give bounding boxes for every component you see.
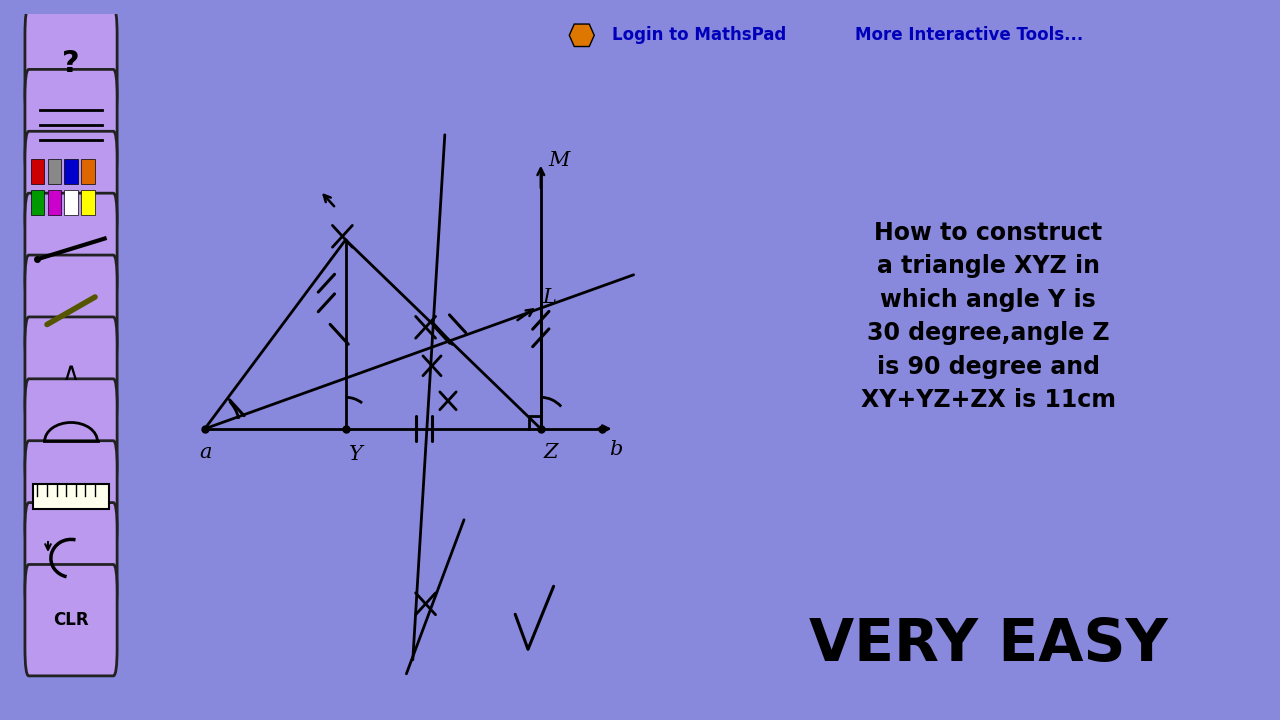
- Bar: [31, 190, 44, 215]
- Text: b: b: [609, 441, 622, 459]
- Bar: [81, 159, 95, 184]
- Text: ∧: ∧: [61, 361, 81, 384]
- Polygon shape: [570, 24, 594, 47]
- Bar: [64, 159, 78, 184]
- Bar: [47, 190, 61, 215]
- Bar: [81, 190, 95, 215]
- FancyBboxPatch shape: [26, 503, 118, 614]
- Bar: [33, 484, 110, 509]
- Text: More Interactive Tools...: More Interactive Tools...: [855, 26, 1084, 44]
- FancyBboxPatch shape: [26, 564, 118, 676]
- Text: VERY EASY: VERY EASY: [809, 616, 1167, 672]
- Bar: [31, 159, 44, 184]
- FancyBboxPatch shape: [26, 379, 118, 490]
- FancyBboxPatch shape: [26, 69, 118, 181]
- Bar: [47, 159, 61, 184]
- Bar: [64, 190, 78, 215]
- FancyBboxPatch shape: [26, 317, 118, 428]
- Text: Login to MathsPad: Login to MathsPad: [612, 26, 786, 44]
- FancyBboxPatch shape: [26, 131, 118, 243]
- Text: Y: Y: [348, 445, 362, 464]
- FancyBboxPatch shape: [26, 7, 118, 119]
- Text: M: M: [548, 151, 570, 171]
- Text: ?: ?: [63, 49, 79, 78]
- Text: Z: Z: [544, 444, 558, 462]
- FancyBboxPatch shape: [26, 255, 118, 366]
- FancyBboxPatch shape: [26, 441, 118, 552]
- Text: a: a: [200, 444, 212, 462]
- Text: L: L: [543, 288, 557, 307]
- Text: How to construct
a triangle XYZ in
which angle Y is
30 degree,angle Z
is 90 degr: How to construct a triangle XYZ in which…: [860, 221, 1116, 413]
- FancyBboxPatch shape: [26, 193, 118, 305]
- Text: CLR: CLR: [54, 611, 88, 629]
